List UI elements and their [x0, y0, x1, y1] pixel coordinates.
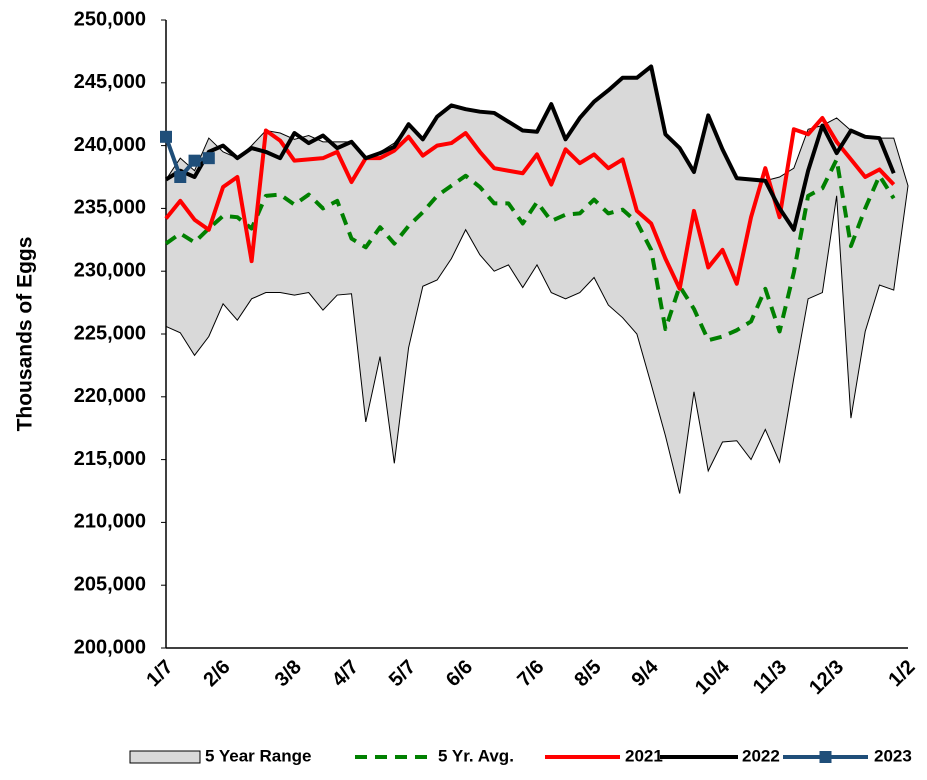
y-tick-label: 215,000: [74, 448, 146, 470]
x-tick-label: 3/8: [271, 656, 306, 691]
y-tick-label: 225,000: [74, 322, 146, 344]
legend-label: 2022: [742, 746, 780, 765]
y-tick-label: 210,000: [74, 511, 146, 533]
x-tick-label: 6/6: [442, 656, 477, 691]
x-tick-label: 7/6: [513, 656, 548, 691]
series-marker: [174, 171, 187, 183]
y-tick-label: 250,000: [74, 8, 146, 30]
x-tick-label: 8/5: [570, 656, 605, 691]
x-tick-label: 10/4: [691, 655, 735, 699]
x-tick-label: 4/7: [328, 656, 363, 691]
y-tick-label: 235,000: [74, 197, 146, 219]
x-tick-label: 2/6: [199, 656, 234, 691]
y-tick-label: 245,000: [74, 71, 146, 93]
legend-marker: [819, 751, 832, 763]
legend-label: 5 Yr. Avg.: [438, 746, 514, 765]
legend-label: 5 Year Range: [205, 746, 311, 765]
y-tick-label: 230,000: [74, 259, 146, 281]
series-marker: [160, 130, 172, 143]
legend-label: 2023: [874, 746, 912, 765]
legend-label: 2021: [625, 746, 663, 765]
series-line: [164, 157, 896, 343]
legend-swatch: [129, 750, 201, 764]
x-tick-label: 1/2: [884, 656, 919, 691]
y-axis-title: Thousands of Eggs: [14, 237, 37, 432]
x-tick-label: 9/4: [627, 655, 663, 691]
series-marker: [188, 154, 201, 167]
y-tick-label: 240,000: [74, 134, 146, 156]
series-line: [164, 64, 896, 232]
y-tick-label: 200,000: [74, 636, 146, 658]
x-tick-label: 12/3: [805, 656, 848, 699]
x-tick-label: 1/7: [142, 656, 177, 691]
y-tick-label: 220,000: [74, 385, 146, 407]
series-line: [164, 136, 210, 179]
x-tick-label: 11/3: [749, 656, 791, 698]
x-tick-label: 5/7: [385, 656, 420, 691]
series-marker: [202, 152, 215, 165]
y-tick-label: 205,000: [74, 573, 146, 595]
